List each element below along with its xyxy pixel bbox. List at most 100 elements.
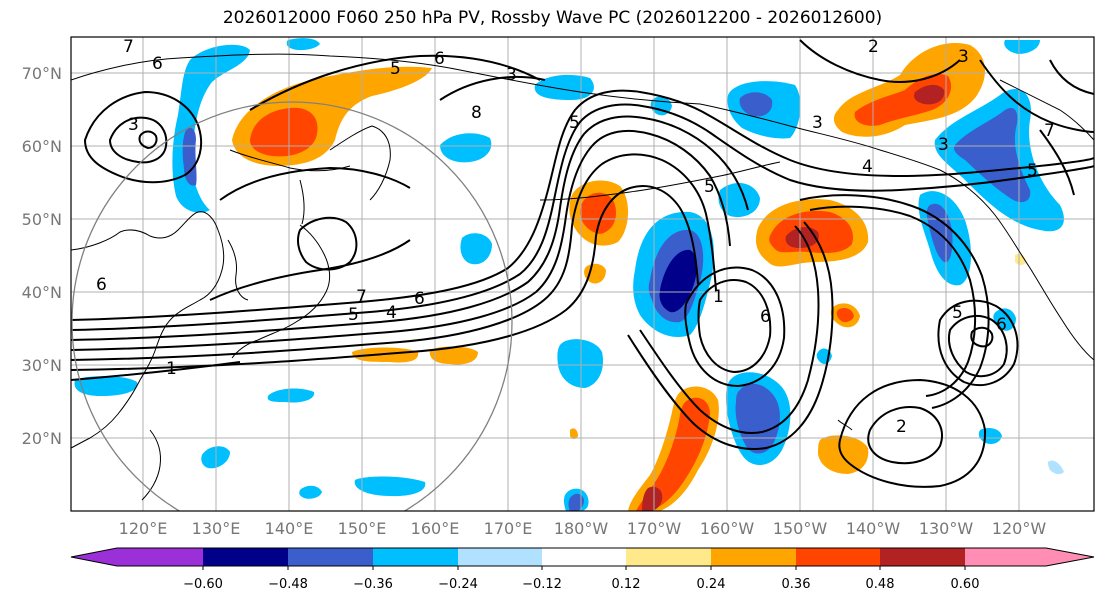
pv-contour-line xyxy=(83,90,203,184)
contour-label: 6 xyxy=(414,289,425,309)
contour-label: 5 xyxy=(348,305,359,325)
positive-anomaly-core xyxy=(642,486,663,511)
colorbar-segment xyxy=(880,548,965,566)
latitude-labels: 70°N 60°N 50°N 40°N 30°N 20°N xyxy=(22,64,62,448)
contour-label: 8 xyxy=(471,103,482,123)
coastline-japan xyxy=(231,224,331,359)
negative-anomaly-region xyxy=(460,233,492,265)
negative-anomaly-core xyxy=(568,493,584,511)
contour-label: 4 xyxy=(386,303,397,323)
colorbar-segment xyxy=(117,548,203,566)
colorbar-tick-label: −0.48 xyxy=(268,577,308,592)
pv-contour-line xyxy=(948,314,1008,378)
colorbar-segment xyxy=(1046,548,1094,566)
lon-label: 130°W xyxy=(919,519,974,538)
lat-label: 20°N xyxy=(22,429,62,448)
contour-label: 5 xyxy=(704,177,715,197)
graticule xyxy=(71,37,1094,511)
lon-label: 140°E xyxy=(265,519,314,538)
radius-circle xyxy=(71,101,513,511)
lon-label: 150°E xyxy=(338,519,387,538)
positive-anomaly-core xyxy=(785,227,819,248)
pv-contour-line xyxy=(937,299,1019,387)
colorbar-tick-label: −0.24 xyxy=(438,577,478,592)
negative-anomaly-region xyxy=(354,476,426,497)
colorbar-segment xyxy=(542,548,626,566)
coastline-korea xyxy=(227,239,249,301)
negative-anomaly-region xyxy=(299,485,322,499)
contour-label: 3 xyxy=(506,65,517,85)
colorbar-segment xyxy=(288,548,373,566)
negative-anomaly-region xyxy=(267,388,315,403)
colorbar-tick-label: 0.48 xyxy=(866,577,895,592)
contour-labels: 7 6 3 5 6 3 8 5 3 5 2 3 4 7 1 5 4 6 6 1 … xyxy=(96,37,1055,437)
coastline-kamchatka xyxy=(329,125,391,201)
colorbar-segment xyxy=(458,548,542,566)
coastline-sakhalin xyxy=(299,179,305,225)
pv-contour-line xyxy=(799,39,961,83)
lon-label: 150°W xyxy=(773,519,828,538)
lon-label: 170°W xyxy=(627,519,682,538)
negative-anomaly-core xyxy=(182,127,197,186)
pv-contour-line xyxy=(71,361,241,381)
positive-anomaly-core xyxy=(914,84,945,105)
lat-label: 50°N xyxy=(22,210,62,229)
positive-anomaly-core xyxy=(250,107,318,157)
pv-shading xyxy=(74,38,1064,511)
colorbar-tick-label: 0.12 xyxy=(612,577,641,592)
contour-label: 4 xyxy=(862,157,873,177)
contour-label: 6 xyxy=(152,54,163,74)
lon-label: 120°W xyxy=(992,519,1047,538)
lat-label: 70°N xyxy=(22,64,62,83)
negative-anomaly-region xyxy=(534,74,594,100)
coastline-siberia xyxy=(71,53,701,105)
contour-label: 1 xyxy=(166,359,177,379)
contour-label: 7 xyxy=(356,287,367,307)
contour-label: 3 xyxy=(938,135,949,155)
colorbar-outline xyxy=(70,547,1095,567)
positive-anomaly-region xyxy=(818,435,869,474)
colorbar-tick-label: −0.36 xyxy=(353,577,393,592)
pv-contour-line xyxy=(439,75,546,101)
contour-label: 5 xyxy=(390,59,401,79)
coastline-okhotsk xyxy=(229,149,351,172)
positive-anomaly-region xyxy=(570,428,578,439)
negative-anomaly-region xyxy=(1048,460,1064,475)
lon-label: 140°W xyxy=(846,519,901,538)
negative-anomaly-region xyxy=(718,183,760,218)
pv-contour-line xyxy=(71,89,1094,321)
contour-label: 5 xyxy=(1027,161,1038,181)
colorbar-segment xyxy=(71,548,117,566)
positive-anomaly-core xyxy=(836,308,854,323)
negative-anomaly-region xyxy=(1004,40,1040,54)
negative-anomaly-region xyxy=(286,38,320,51)
positive-anomaly-region xyxy=(429,346,478,365)
contour-label: 6 xyxy=(434,49,445,69)
contour-label: 1 xyxy=(713,287,724,307)
negative-anomaly-core xyxy=(735,383,780,454)
pv-contour-line xyxy=(138,130,158,150)
pv-contour-line xyxy=(970,326,994,348)
lon-label: 160°W xyxy=(700,519,755,538)
colorbar-tick-label: −0.12 xyxy=(522,577,562,592)
colorbar-tick-label: 0.60 xyxy=(951,577,980,592)
colorbar-tick-label: −0.60 xyxy=(183,577,223,592)
map-frame xyxy=(70,36,1095,512)
pv-contour-line xyxy=(209,239,411,301)
positive-anomaly-core xyxy=(580,192,617,234)
contour-label: 7 xyxy=(1044,121,1055,141)
colorbar-segment xyxy=(373,548,458,566)
contour-label: 6 xyxy=(96,275,107,295)
contour-label: 6 xyxy=(760,307,771,327)
lon-label: 160°E xyxy=(411,519,460,538)
pv-contours xyxy=(71,39,1094,488)
coastline-alaska xyxy=(699,103,1094,361)
coastline-asia xyxy=(71,211,225,449)
pv-contour-line xyxy=(71,129,731,351)
pv-contour-line xyxy=(219,166,411,201)
contour-label: 3 xyxy=(812,113,823,133)
lat-label: 30°N xyxy=(22,356,62,375)
pv-contour-line xyxy=(71,103,1094,331)
positive-anomaly-core xyxy=(636,397,710,511)
